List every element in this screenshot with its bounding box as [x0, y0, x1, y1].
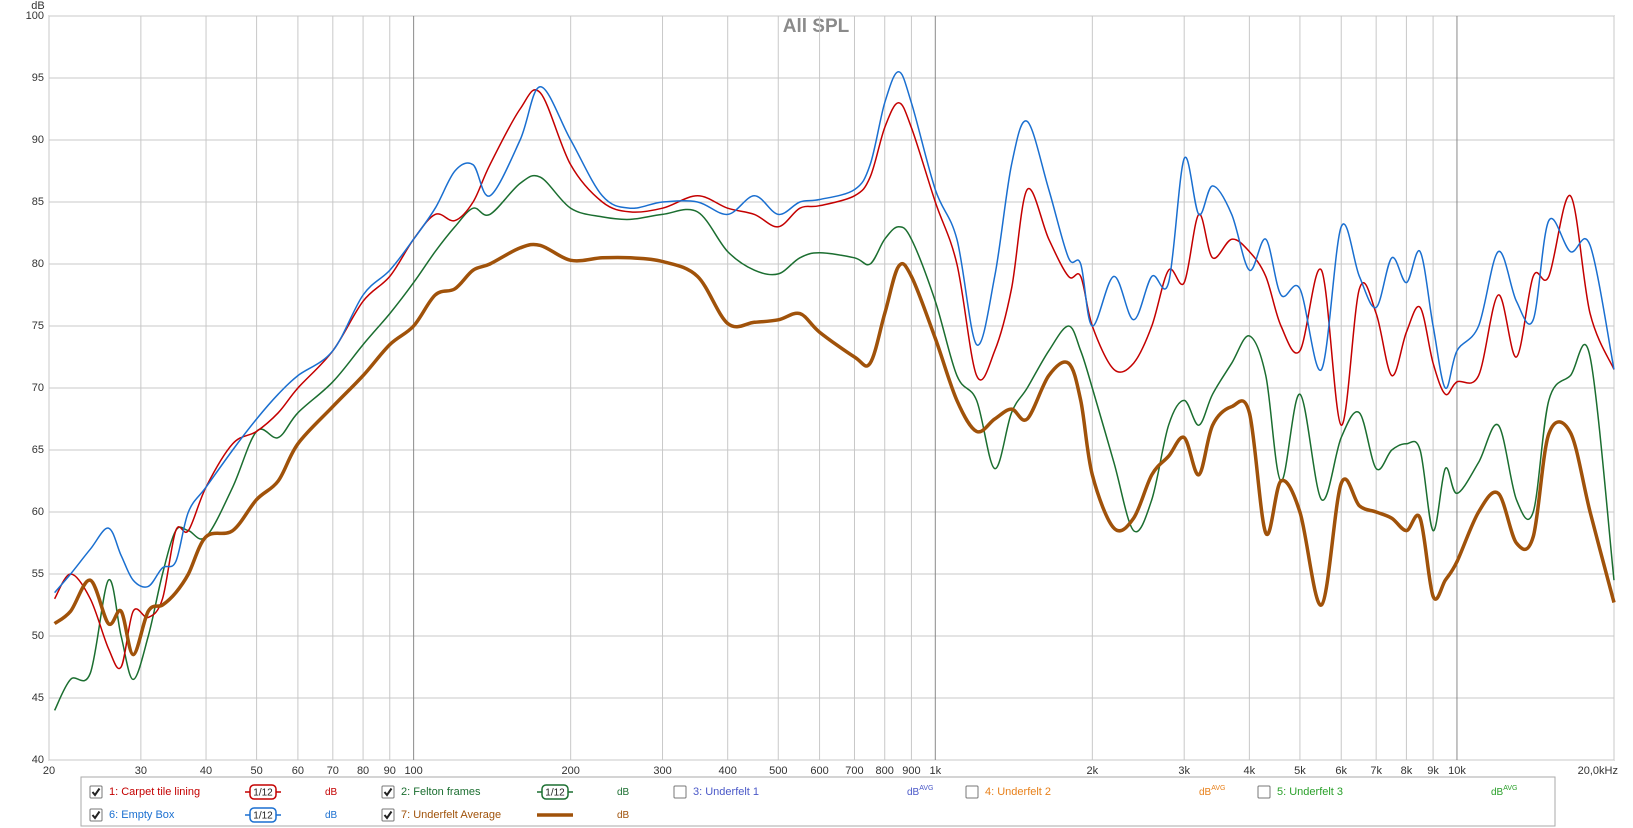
x-tick-label: 500	[769, 765, 787, 777]
legend-unit-text: dB	[617, 787, 630, 798]
y-tick-label: 50	[32, 630, 44, 642]
y-tick-label: 60	[32, 506, 44, 518]
legend-unit: dB	[325, 787, 338, 798]
y-tick-label: 100	[26, 10, 44, 22]
x-tick-label: 9k	[1427, 765, 1439, 777]
x-tick-label: 20,0kHz	[1578, 765, 1618, 777]
series-line	[53, 174, 1615, 711]
legend-checkmark	[383, 810, 393, 820]
legend-label: 2: Felton frames	[401, 786, 481, 798]
legend-box	[80, 776, 1556, 827]
series-line	[53, 89, 1615, 670]
series-line	[53, 242, 1616, 657]
legend-unit-text: dB	[1199, 787, 1212, 798]
legend-unit-sup: AVG	[1211, 785, 1225, 792]
y-tick-label: 75	[32, 320, 44, 332]
x-tick-label: 700	[845, 765, 863, 777]
y-tick-label: 70	[32, 382, 44, 394]
y-tick-label: 95	[32, 72, 44, 84]
legend-label: 1: Carpet tile lining	[109, 786, 200, 798]
y-tick-label: 45	[32, 692, 44, 704]
legend-unit: dBAVG	[1199, 785, 1226, 798]
legend-unit: dB	[325, 810, 338, 821]
x-tick-label: 600	[810, 765, 828, 777]
legend: 1: Carpet tile lining 1/12 dB 2: Felton fra…	[89, 784, 1518, 823]
legend-checkmark	[91, 787, 101, 797]
x-tick-label: 20	[43, 765, 55, 777]
legend-checkmark	[383, 787, 393, 797]
y-tick-label: 55	[32, 568, 44, 580]
legend-label: 5: Underfelt 3	[1277, 786, 1343, 798]
x-tick-label: 300	[653, 765, 671, 777]
x-tick-label: 6k	[1335, 765, 1347, 777]
legend-label: 6: Empty Box	[109, 809, 175, 821]
x-tick-label: 900	[902, 765, 920, 777]
x-tick-label: 800	[876, 765, 894, 777]
x-tick-label: 80	[357, 765, 369, 777]
x-tick-label: 400	[719, 765, 737, 777]
x-tick-label: 8k	[1401, 765, 1413, 777]
legend-checkbox	[1257, 785, 1271, 799]
legend-unit: dB	[617, 787, 630, 798]
legend-smoothing: 1/12	[545, 788, 565, 799]
x-tick-label: 60	[292, 765, 304, 777]
legend-checkbox	[673, 785, 687, 799]
x-tick-label: 10k	[1448, 765, 1466, 777]
y-axis-label: dB	[31, 0, 44, 12]
legend-label: 3: Underfelt 1	[693, 786, 759, 798]
legend-smoothing: 1/12	[253, 811, 273, 822]
chart-title: All SPL	[783, 16, 850, 37]
series-line	[54, 71, 1615, 594]
legend-checkmark	[91, 810, 101, 820]
x-tick-label: 4k	[1244, 765, 1256, 777]
x-tick-label: 40	[200, 765, 212, 777]
legend-unit-text: dB	[325, 810, 338, 821]
legend-unit-text: dB	[325, 787, 338, 798]
legend-unit-text: dB	[617, 810, 630, 821]
legend-unit: dBAVG	[907, 785, 934, 798]
x-tick-label: 5k	[1294, 765, 1306, 777]
legend-checkbox	[965, 785, 979, 799]
legend-smoothing: 1/12	[253, 788, 273, 799]
y-tick-label: 80	[32, 258, 44, 270]
legend-label: 4: Underfelt 2	[985, 786, 1051, 798]
x-tick-label: 50	[250, 765, 262, 777]
x-tick-label: 200	[561, 765, 579, 777]
legend-unit: dB	[617, 810, 630, 821]
x-tick-label: 1k	[929, 765, 941, 777]
legend-label: 7: Underfelt Average	[401, 809, 501, 821]
legend-unit-text: dB	[907, 787, 920, 798]
legend-unit-text: dB	[1491, 787, 1504, 798]
x-tick-label: 2k	[1087, 765, 1099, 777]
legend-unit-sup: AVG	[1503, 785, 1517, 792]
y-tick-label: 65	[32, 444, 44, 456]
legend-smoothing-box	[249, 784, 277, 800]
curves	[53, 71, 1616, 711]
legend-smoothing-box	[541, 784, 569, 800]
x-tick-label: 100	[404, 765, 422, 777]
x-tick-label: 3k	[1178, 765, 1190, 777]
x-tick-label: 70	[327, 765, 339, 777]
y-tick-label: 40	[32, 754, 44, 766]
x-tick-label: 7k	[1370, 765, 1382, 777]
y-tick-label: 85	[32, 196, 44, 208]
legend-unit-sup: AVG	[919, 785, 933, 792]
x-tick-label: 90	[384, 765, 396, 777]
y-tick-label: 90	[32, 134, 44, 146]
legend-unit: dBAVG	[1491, 785, 1518, 798]
x-tick-label: 30	[135, 765, 147, 777]
legend-smoothing-box	[249, 807, 277, 823]
